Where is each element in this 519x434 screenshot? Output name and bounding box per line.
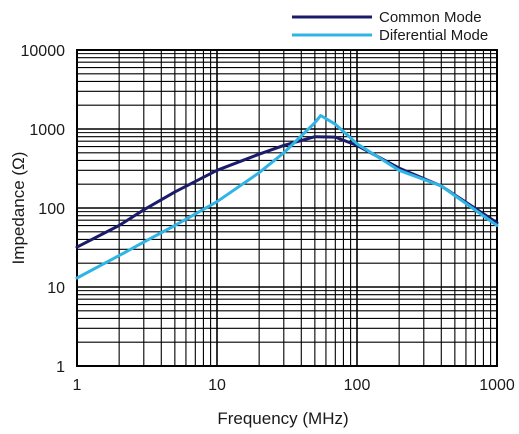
x-tick-label: 1000 bbox=[479, 377, 515, 394]
y-axis-title: Impedance (Ω) bbox=[9, 152, 28, 265]
y-tick-label: 1000 bbox=[29, 122, 65, 139]
y-tick-labels: 1 10 100 1000 10000 bbox=[21, 43, 66, 376]
y-tick-label: 10000 bbox=[21, 43, 66, 60]
x-tick-label: 100 bbox=[344, 377, 371, 394]
x-axis-title: Frequency (MHz) bbox=[217, 409, 348, 428]
x-tick-labels: 1 10 100 1000 bbox=[73, 377, 515, 394]
grid-lines bbox=[77, 50, 497, 366]
y-tick-label: 100 bbox=[38, 201, 65, 218]
series-line-common-mode bbox=[75, 135, 499, 249]
series-line-differential-mode bbox=[75, 114, 499, 280]
y-tick-label: 10 bbox=[47, 280, 65, 297]
legend-label-common-mode: Common Mode bbox=[379, 9, 482, 26]
y-tick-label: 1 bbox=[56, 359, 65, 376]
series-layer bbox=[75, 114, 499, 280]
plot-frame bbox=[76, 49, 498, 367]
legend-label-differential-mode: Diferential Mode bbox=[379, 27, 488, 44]
x-tick-label: 1 bbox=[73, 377, 82, 394]
x-tick-label: 10 bbox=[208, 377, 226, 394]
